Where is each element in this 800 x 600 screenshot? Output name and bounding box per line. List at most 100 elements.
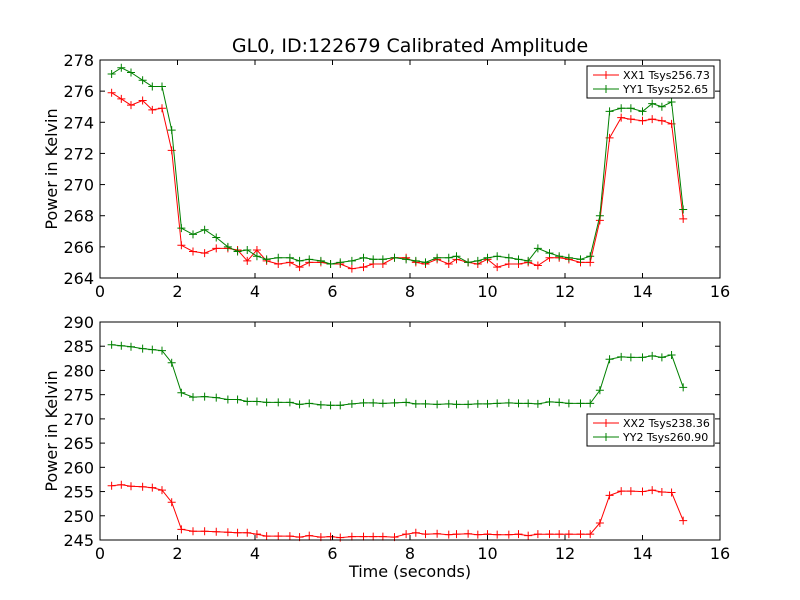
y-axis-label: Power in Kelvin xyxy=(42,108,61,229)
data-point xyxy=(212,527,221,536)
data-point xyxy=(605,107,614,116)
data-point xyxy=(223,395,232,404)
y-tick-label: 265 xyxy=(63,434,94,453)
legend-box xyxy=(586,413,715,447)
data-point xyxy=(524,399,533,408)
legend-marker xyxy=(602,433,610,441)
data-point xyxy=(378,532,387,541)
y-tick-label: 285 xyxy=(63,337,94,356)
data-point xyxy=(679,214,688,223)
data-point xyxy=(243,256,252,265)
x-tick-label: 8 xyxy=(405,282,415,301)
x-tick-label: 16 xyxy=(710,282,730,301)
data-point xyxy=(421,530,430,539)
data-point xyxy=(189,247,197,256)
data-point xyxy=(390,253,399,262)
y-tick-label: 270 xyxy=(63,410,94,429)
data-point xyxy=(452,400,461,409)
y-tick-label: 290 xyxy=(63,313,94,332)
data-point xyxy=(667,488,676,497)
data-point xyxy=(359,263,368,272)
legend-marker xyxy=(602,71,610,79)
data-point xyxy=(402,398,411,407)
x-tick-label: 14 xyxy=(632,544,652,563)
data-point xyxy=(464,400,473,409)
data-point xyxy=(648,486,657,495)
data-point xyxy=(223,528,232,537)
data-point xyxy=(444,530,453,539)
data-point xyxy=(617,352,626,361)
data-point xyxy=(295,256,304,265)
y-tick-label: 255 xyxy=(63,483,94,502)
data-point xyxy=(138,76,147,85)
data-point xyxy=(274,532,283,541)
data-point xyxy=(285,532,294,541)
data-point xyxy=(514,255,523,264)
data-point xyxy=(464,258,473,267)
data-point xyxy=(117,480,126,489)
x-tick-label: 6 xyxy=(327,544,337,563)
data-point xyxy=(533,399,542,408)
data-point xyxy=(411,256,420,265)
data-point xyxy=(107,340,116,349)
data-point xyxy=(595,519,604,528)
series-2 xyxy=(107,340,688,410)
data-point xyxy=(378,255,387,264)
data-point xyxy=(359,532,368,541)
data-point xyxy=(138,344,147,353)
x-tick-label: 12 xyxy=(555,282,575,301)
data-point xyxy=(595,386,604,395)
data-point xyxy=(369,398,378,407)
data-point xyxy=(127,482,135,491)
y-tick-label: 270 xyxy=(63,176,94,195)
data-point xyxy=(107,481,116,490)
data-point xyxy=(433,529,442,538)
data-point xyxy=(369,255,378,264)
data-point xyxy=(657,353,666,362)
data-point xyxy=(483,399,492,408)
data-point xyxy=(347,399,356,408)
legend-label: YY1 Tsys252.65 xyxy=(622,83,708,96)
data-point xyxy=(586,252,595,261)
data-point xyxy=(336,258,345,267)
data-point xyxy=(177,388,186,397)
data-point xyxy=(576,399,585,408)
data-point xyxy=(605,355,614,364)
panels: 0 2 4 6 8 10 12 14 16264266268270272274276278Pow… xyxy=(42,51,730,581)
y-tick-label: 276 xyxy=(63,82,94,101)
data-point xyxy=(493,252,502,261)
y-tick-label: 266 xyxy=(63,238,94,257)
data-point xyxy=(285,398,294,407)
data-point xyxy=(148,345,157,354)
data-point xyxy=(177,224,186,233)
data-point xyxy=(243,397,252,406)
data-point xyxy=(483,253,492,262)
data-point xyxy=(336,401,345,410)
data-point xyxy=(347,532,356,541)
data-point xyxy=(586,530,595,539)
data-point xyxy=(177,525,186,534)
data-point xyxy=(452,252,461,261)
data-point xyxy=(473,256,482,265)
series-2 xyxy=(107,63,688,268)
data-point xyxy=(648,99,657,108)
data-point xyxy=(402,255,411,264)
data-point xyxy=(316,256,325,265)
data-point xyxy=(305,531,314,540)
data-point xyxy=(411,399,420,408)
data-point xyxy=(200,225,209,234)
data-point xyxy=(189,230,197,239)
x-axis-label: Time (seconds) xyxy=(348,562,471,581)
data-point xyxy=(158,486,166,495)
data-point xyxy=(576,530,585,539)
data-point xyxy=(200,249,209,258)
data-point xyxy=(617,487,626,496)
data-point xyxy=(444,399,453,408)
data-point xyxy=(595,211,604,220)
data-point xyxy=(233,395,242,404)
data-point xyxy=(158,104,166,113)
data-point xyxy=(564,399,573,408)
x-tick-label: 10 xyxy=(477,282,497,301)
x-tick-label: 14 xyxy=(632,282,652,301)
